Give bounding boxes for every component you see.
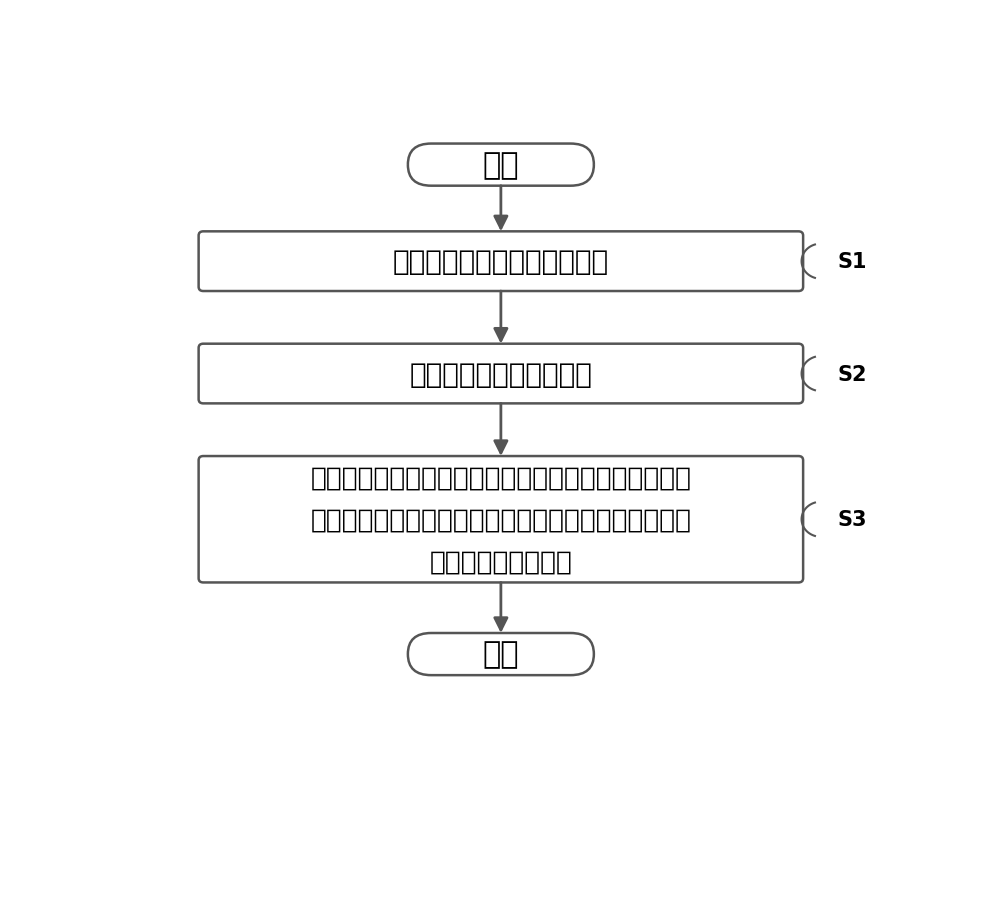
Text: 合金粉末粒度设计与调控: 合金粉末粒度设计与调控 [409, 360, 592, 388]
Text: 以合金粉末为原料，通过对成形工艺参数进行调节，在
增材制造合金中充分激发孚生诱发塑性效应，实现合金
强塑性能的同步提升: 以合金粉末为原料，通过对成形工艺参数进行调节，在 增材制造合金中充分激发孚生诱发… [310, 465, 691, 575]
FancyBboxPatch shape [199, 344, 803, 404]
Text: S3: S3 [837, 509, 867, 529]
Text: S1: S1 [837, 252, 867, 271]
FancyBboxPatch shape [408, 633, 594, 675]
Text: S2: S2 [837, 364, 867, 384]
Text: 合金粉末化学成分设计与调控: 合金粉末化学成分设计与调控 [393, 248, 609, 276]
FancyBboxPatch shape [408, 144, 594, 187]
Text: 结束: 结束 [483, 640, 519, 669]
FancyBboxPatch shape [199, 456, 803, 583]
FancyBboxPatch shape [199, 232, 803, 292]
Text: 开始: 开始 [483, 151, 519, 179]
